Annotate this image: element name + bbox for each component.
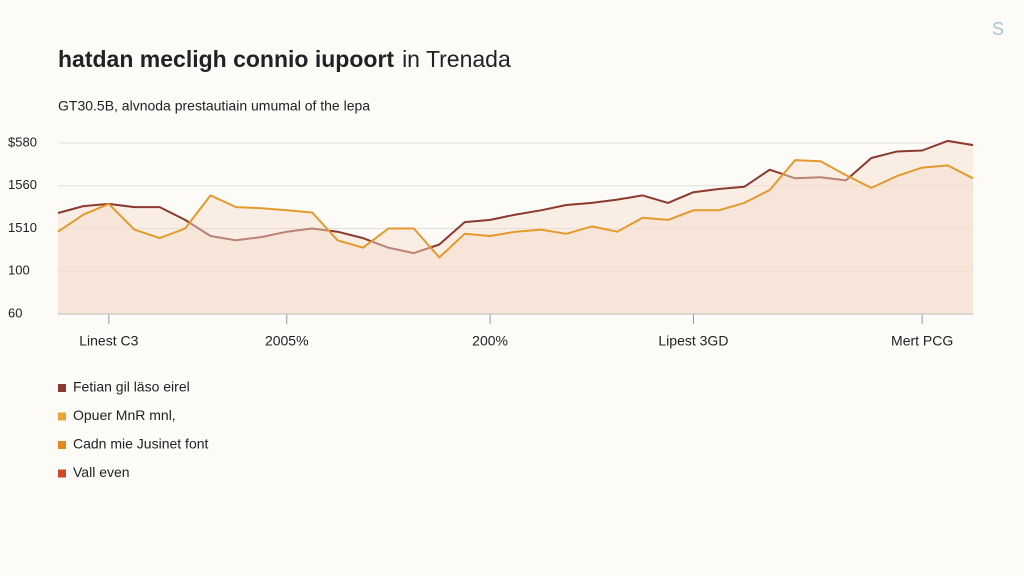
x-tick-label: 2005% [265,333,309,349]
legend-swatch [58,441,66,449]
legend-swatch [58,469,66,478]
line [57,159,974,259]
legend-label: Fetian gil läso eirel [73,379,190,395]
y-tick-label: $580 [8,134,37,149]
legend-swatch [58,384,66,392]
legend-label: Vall even [73,464,130,480]
legend-label: Opuer MnR mnl, [73,407,176,423]
y-tick-label: 60 [8,305,22,320]
corner-mark: S [992,19,1004,39]
chart-title-tail: in Trenada [402,46,511,72]
line [57,139,974,255]
y-tick-label: 1510 [8,220,37,235]
x-tick-label: Lipest 3GD [658,333,728,349]
area [58,160,973,314]
y-tick-label: 1560 [8,177,37,192]
legend-label: Cadn mie Jusinet font [73,436,209,452]
x-tick-label: 200% [472,333,508,349]
legend-swatch [58,412,66,421]
x-tick-label: Linest C3 [79,333,138,349]
chart-title: hatdan mecligh connio iupoort [58,46,394,72]
chart-subtitle: GT30.5B, alvnoda prestautiain umumal of … [58,98,370,114]
area [58,140,973,314]
y-tick-label: 100 [8,263,30,278]
x-tick-label: Mert PCG [891,333,953,349]
